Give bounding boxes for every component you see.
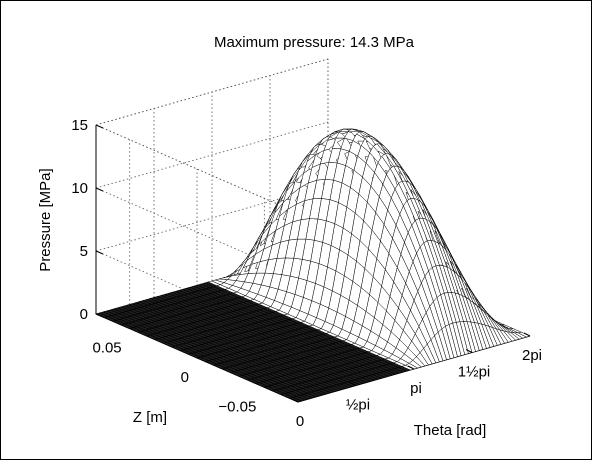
y-tick-label: 0 [181,369,189,386]
x-tick-label: 0 [296,413,304,430]
z-tick-label: 10 [71,180,88,197]
grid-line [95,58,329,126]
z-tick-mark [95,187,104,192]
x-tick-mark [291,398,299,403]
pressure-surface [95,128,531,403]
z-tick-mark [95,124,104,129]
z-tick-label: 0 [80,306,88,323]
surface-cell [517,332,531,338]
x-tick-label: pi [410,380,422,397]
grid-line [95,124,299,214]
x-tick-label: ½pi [346,397,370,414]
x-tick-mark [407,365,415,370]
z-tick-label: 5 [80,243,88,260]
grid-line [95,121,329,189]
y-axis-label: Z [m] [133,409,167,426]
z-tick-mark [95,250,104,255]
x-tick-mark [465,349,473,353]
x-tick-mark [523,332,531,337]
z-tick-label: 15 [71,117,88,134]
y-tick-mark [129,326,137,330]
y-tick-label: −0.05 [218,398,256,415]
x-tick-mark [349,382,357,386]
y-tick-mark [196,355,205,359]
z-axis-label: Pressure [MPa] [37,168,54,271]
x-tick-label: 2pi [522,347,542,364]
x-axis-label: Theta [rad] [414,422,487,439]
y-tick-label: 0.05 [92,340,121,357]
x-tick-label: 1½pi [458,364,491,381]
chart-title: Maximum pressure: 14.3 MPa [214,34,415,51]
z-tick-mark [95,313,104,318]
y-tick-mark [264,384,272,388]
